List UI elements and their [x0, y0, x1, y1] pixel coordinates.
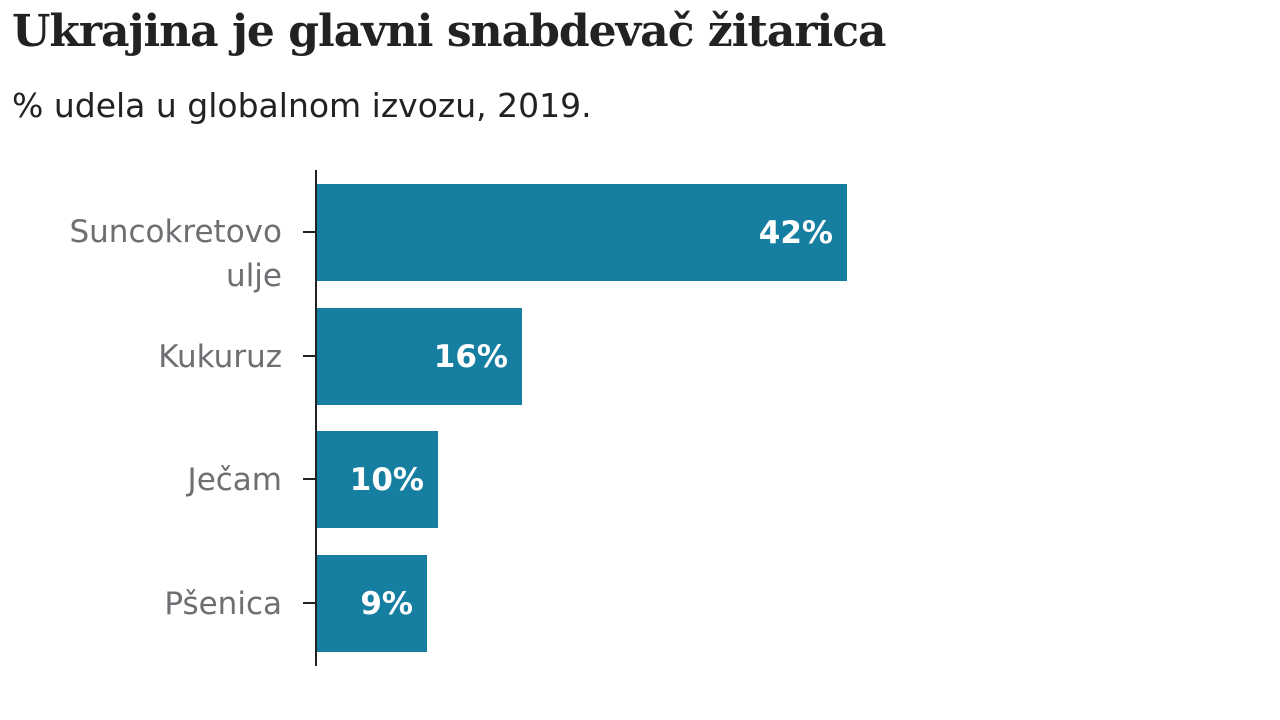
bar-value-label: 10%	[349, 461, 424, 498]
axis-tick	[303, 602, 316, 604]
category-label: Kukuruz	[158, 338, 282, 375]
bar: 42%	[317, 184, 847, 281]
bar-row-corn: Kukuruz 16%	[0, 308, 1280, 405]
bar: 10%	[317, 431, 438, 528]
chart-title: Ukrajina je glavni snabdevač žitarica	[12, 6, 887, 57]
chart-subtitle: % udela u globalnom izvozu, 2019.	[12, 86, 592, 125]
category-label: Pšenica	[164, 585, 282, 622]
bar-value-label: 16%	[433, 338, 508, 375]
category-label: Suncokretovo ulje	[69, 210, 282, 298]
axis-tick	[303, 231, 316, 233]
bar-row-barley: Ječam 10%	[0, 431, 1280, 528]
category-label: Ječam	[187, 461, 282, 498]
axis-tick	[303, 355, 316, 357]
bar-row-sunflower-oil: Suncokretovo ulje 42%	[0, 184, 1280, 294]
category-label-line1: Suncokretovo	[69, 214, 282, 250]
bar-value-label: 9%	[360, 585, 413, 622]
axis-tick	[303, 478, 316, 480]
category-label-line2: ulje	[226, 258, 282, 294]
y-axis-line	[315, 170, 317, 666]
bar-row-wheat: Pšenica 9%	[0, 555, 1280, 652]
bar-value-label: 42%	[758, 214, 833, 251]
bar: 9%	[317, 555, 427, 652]
bar: 16%	[317, 308, 522, 405]
